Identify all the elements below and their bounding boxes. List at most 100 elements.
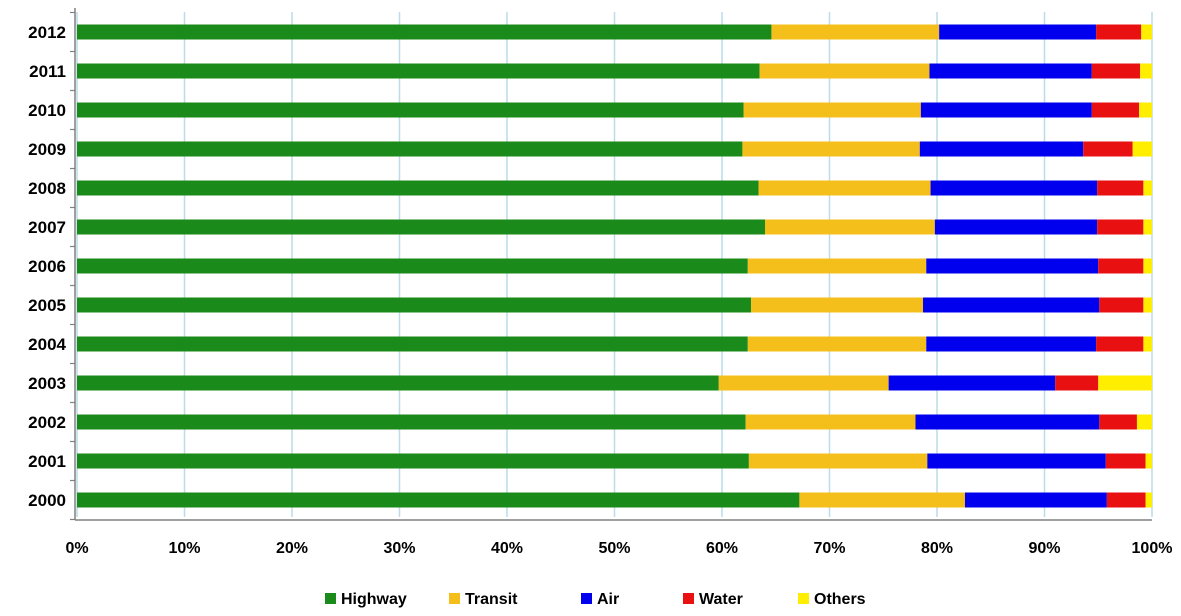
y-tick-label: 2005 (28, 296, 66, 315)
bar-segment-others-2007 (1143, 219, 1152, 235)
legend-label-water: Water (699, 591, 743, 608)
bar-segment-air-2001 (927, 453, 1106, 469)
x-tick-label: 90% (1028, 540, 1060, 557)
bar-segment-highway-2004 (77, 336, 748, 352)
bar-segment-water-2006 (1098, 258, 1144, 274)
bar-segment-highway-2007 (77, 219, 765, 235)
bar-segment-highway-2002 (77, 414, 746, 430)
bar-segment-water-2004 (1096, 336, 1144, 352)
bar-segment-others-2010 (1139, 102, 1152, 118)
y-tick-label: 2001 (28, 452, 66, 471)
bar-segment-highway-2003 (77, 375, 719, 391)
legend-label-transit: Transit (465, 591, 518, 608)
bar-segment-others-2000 (1145, 492, 1152, 508)
bar-segment-others-2004 (1143, 336, 1152, 352)
bar-segment-others-2008 (1143, 180, 1152, 196)
legend-label-air: Air (597, 591, 619, 608)
bar-segment-water-2010 (1091, 102, 1140, 118)
x-tick-label: 100% (1132, 540, 1173, 557)
x-tick-label: 20% (276, 540, 308, 557)
bar-segment-transit-2006 (747, 258, 927, 274)
x-tick-label: 60% (706, 540, 738, 557)
x-tick-label: 70% (813, 540, 845, 557)
legend-swatch-transit (449, 593, 460, 604)
bar-segment-transit-2010 (743, 102, 921, 118)
bar-segment-others-2009 (1132, 141, 1152, 157)
bar-segment-others-2011 (1140, 63, 1152, 79)
x-tick-label: 80% (921, 540, 953, 557)
x-tick-label: 50% (598, 540, 630, 557)
y-tick-label: 2010 (28, 101, 66, 120)
bar-segment-highway-2009 (77, 141, 743, 157)
x-tick-label: 40% (491, 540, 523, 557)
bar-segment-highway-2006 (77, 258, 748, 274)
bar-segment-highway-2000 (77, 492, 800, 508)
y-tick-label: 2008 (28, 179, 66, 198)
bar-segment-water-2012 (1096, 24, 1142, 40)
y-tick-label: 2004 (28, 335, 66, 354)
legend-swatch-highway (325, 593, 336, 604)
bar-segment-others-2005 (1143, 297, 1152, 313)
bar-segment-water-2002 (1099, 414, 1137, 430)
bar-segment-air-2009 (919, 141, 1084, 157)
bar-segment-air-2005 (923, 297, 1100, 313)
bar-segment-air-2003 (888, 375, 1056, 391)
bar-segment-transit-2007 (765, 219, 935, 235)
legend-swatch-air (581, 593, 592, 604)
bar-segment-transit-2011 (759, 63, 930, 79)
bar-segment-highway-2012 (77, 24, 772, 40)
bar-segment-highway-2001 (77, 453, 749, 469)
bar-segment-transit-2001 (748, 453, 928, 469)
bar-segment-others-2012 (1141, 24, 1152, 40)
x-tick-label: 30% (383, 540, 415, 557)
bar-segment-air-2011 (929, 63, 1092, 79)
bar-segment-water-2008 (1097, 180, 1144, 196)
bar-segment-transit-2003 (718, 375, 889, 391)
bar-segment-water-2001 (1105, 453, 1146, 469)
y-tick-label: 2007 (28, 218, 66, 237)
bar-segment-air-2012 (939, 24, 1097, 40)
bar-segment-transit-2012 (771, 24, 940, 40)
y-tick-label: 2011 (29, 62, 66, 81)
y-tick-label: 2003 (28, 374, 66, 393)
bar-segment-transit-2002 (745, 414, 916, 430)
bar-segment-water-2011 (1091, 63, 1141, 79)
bar-segment-air-2007 (934, 219, 1098, 235)
bar-segment-others-2001 (1145, 453, 1152, 469)
bar-segment-air-2010 (920, 102, 1092, 118)
x-tick-label: 0% (65, 540, 88, 557)
bar-segment-highway-2005 (77, 297, 752, 313)
legend-label-others: Others (814, 591, 866, 608)
bar-segment-others-2003 (1098, 375, 1152, 391)
bar-segment-water-2003 (1055, 375, 1099, 391)
y-tick-label: 2012 (28, 23, 66, 42)
bar-segment-transit-2008 (758, 180, 931, 196)
bar-segment-transit-2000 (799, 492, 965, 508)
legend-swatch-water (683, 593, 694, 604)
bar-segment-water-2005 (1099, 297, 1144, 313)
bar-segment-transit-2005 (751, 297, 924, 313)
legend-label-highway: Highway (341, 591, 407, 608)
bar-segment-water-2009 (1083, 141, 1133, 157)
bar-segment-highway-2010 (77, 102, 744, 118)
bar-segment-water-2007 (1097, 219, 1144, 235)
legend-swatch-others (798, 593, 809, 604)
y-tick-label: 2006 (28, 257, 66, 276)
bar-segment-highway-2011 (77, 63, 760, 79)
bar-segment-water-2000 (1106, 492, 1146, 508)
y-tick-label: 2000 (28, 491, 66, 510)
bar-segment-others-2002 (1136, 414, 1152, 430)
y-tick-label: 2002 (28, 413, 66, 432)
bar-segment-transit-2009 (742, 141, 920, 157)
bar-segment-highway-2008 (77, 180, 759, 196)
x-tick-label: 10% (168, 540, 200, 557)
bar-segment-air-2004 (926, 336, 1097, 352)
bar-segment-air-2000 (964, 492, 1107, 508)
bar-segment-air-2006 (926, 258, 1099, 274)
bar-segment-others-2006 (1143, 258, 1152, 274)
bar-segment-transit-2004 (747, 336, 927, 352)
bar-segment-air-2002 (915, 414, 1100, 430)
bar-segment-air-2008 (930, 180, 1098, 196)
